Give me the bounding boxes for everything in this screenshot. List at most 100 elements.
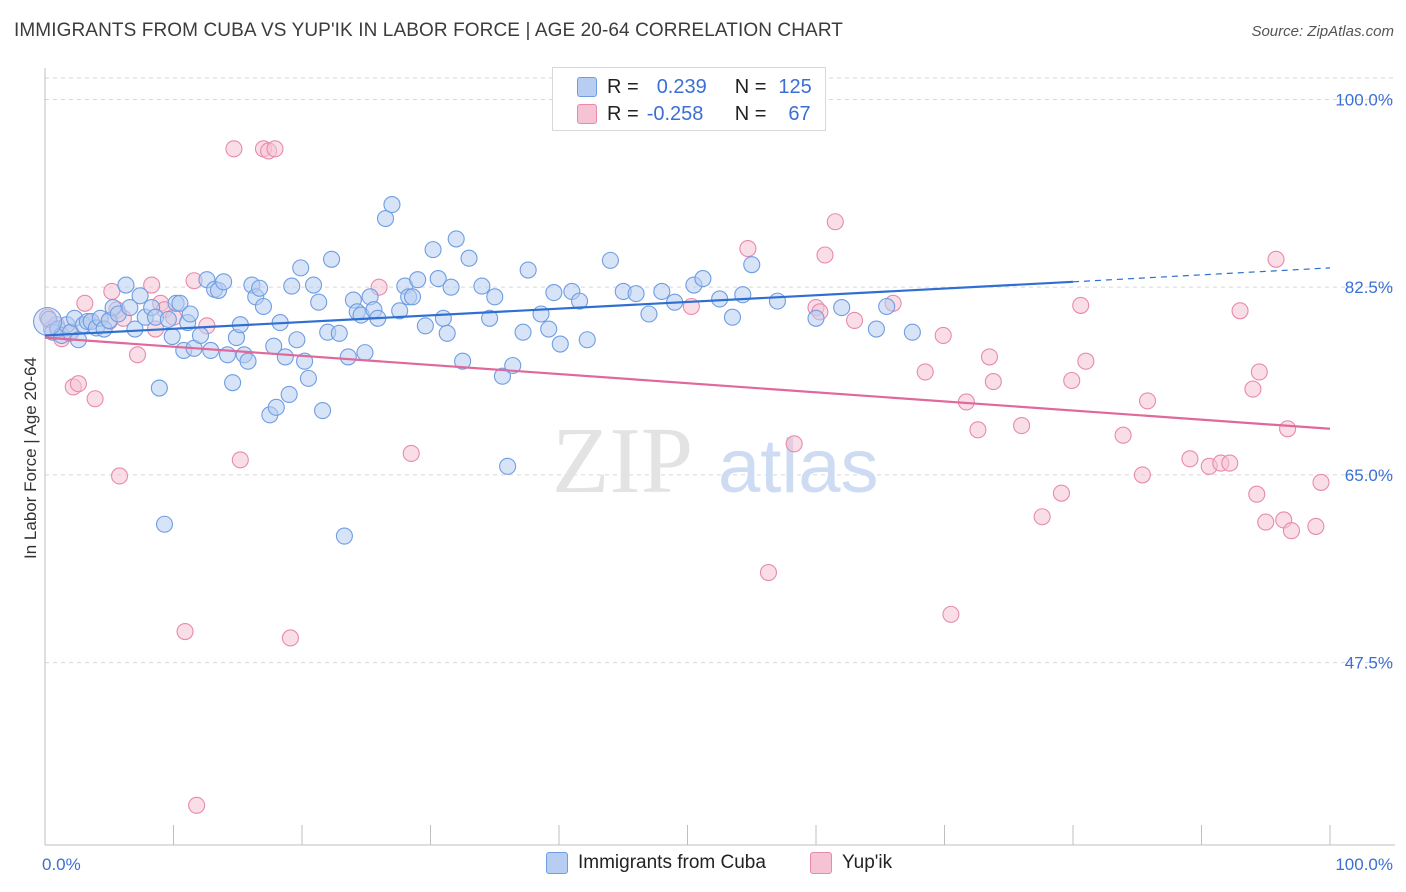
- cuba-point: [391, 302, 409, 320]
- legend-r-value: 0.239: [656, 75, 707, 98]
- y-tick-label: 100.0%: [1335, 90, 1393, 109]
- legend-r-value: -0.258: [646, 102, 704, 125]
- yupik-point: [1267, 250, 1285, 268]
- cuba-point: [310, 293, 328, 311]
- cuba-point: [163, 327, 181, 346]
- source-label: Source: ZipAtlas.com: [1251, 23, 1394, 40]
- yupik-trend-line: [44, 336, 1331, 430]
- yupik-point: [281, 629, 299, 647]
- yupik-point: [76, 294, 94, 312]
- cuba-point: [442, 278, 460, 296]
- yupik-point: [1063, 371, 1081, 390]
- correlation-legend: R = 0.239 N = 125 R = -0.258 N = 67: [552, 67, 826, 131]
- yupik-point: [942, 605, 960, 623]
- yupik-point: [1138, 392, 1157, 410]
- yupik-point: [984, 373, 1002, 391]
- legend-row-cuba: R = 0.239 N = 125: [577, 74, 812, 100]
- yupik-point: [785, 435, 803, 453]
- axes: [44, 68, 1395, 846]
- cuba-point: [743, 256, 761, 274]
- legend-n-value: 67: [788, 102, 811, 125]
- cuba-point: [519, 261, 537, 279]
- yupik-point: [1114, 426, 1132, 444]
- cuba-point: [903, 323, 921, 341]
- legend-r-label: R =: [607, 102, 639, 125]
- cuba-point: [807, 309, 825, 327]
- cuba-point: [159, 310, 177, 328]
- yupik-point: [1221, 454, 1239, 472]
- cuba-point: [878, 297, 896, 316]
- yupik-point: [816, 246, 834, 264]
- yupik-point: [128, 346, 147, 364]
- yupik-point: [231, 451, 249, 469]
- cuba-point: [434, 309, 452, 327]
- yupik-point: [266, 140, 284, 158]
- yupik-point: [188, 796, 206, 814]
- y-tick-label: 65.0%: [1345, 466, 1393, 485]
- cuba-point: [723, 308, 742, 326]
- cuba-point: [117, 276, 135, 294]
- cuba-point: [403, 288, 422, 306]
- yupik-point: [1250, 363, 1268, 381]
- yupik-point: [1282, 522, 1300, 540]
- cuba-point: [376, 209, 395, 228]
- cuba-point: [383, 196, 401, 214]
- yupik-point: [759, 563, 778, 582]
- cuba-point: [867, 320, 885, 338]
- bottom-legend-swatch-cuba: [546, 852, 568, 874]
- yupik-point: [1257, 513, 1275, 531]
- cuba-point: [601, 251, 619, 269]
- cuba-point: [283, 277, 301, 295]
- gridlines: [45, 77, 1395, 664]
- cuba-point: [473, 277, 491, 295]
- legend-n-label: N =: [734, 75, 767, 98]
- legend-n-label: N =: [734, 102, 767, 125]
- tick-labels: 100.0% 82.5% 65.0% 47.5% 0.0% 100.0%: [42, 90, 1393, 874]
- cuba-point: [299, 369, 317, 387]
- cuba-point: [438, 324, 456, 342]
- cuba-point: [429, 270, 447, 288]
- cuba-trend-extension: [1072, 267, 1331, 283]
- yupik-point: [1181, 450, 1199, 468]
- yupik-point: [845, 311, 864, 329]
- y-tick-label: 82.5%: [1345, 278, 1393, 297]
- y-tick-label: 47.5%: [1345, 654, 1393, 673]
- yupik-point: [69, 375, 87, 393]
- cuba-trend-line: [44, 280, 1074, 337]
- yupik-point: [1052, 484, 1070, 502]
- cuba-point: [627, 285, 645, 303]
- cuba-point: [460, 249, 478, 267]
- cuba-point: [121, 299, 139, 317]
- cuba-point: [267, 398, 285, 416]
- yupik-point: [1077, 352, 1095, 370]
- cuba-point: [292, 259, 310, 277]
- yupik-point: [1013, 417, 1031, 435]
- cuba-point: [251, 279, 269, 297]
- yupik-point: [1307, 517, 1325, 535]
- cuba-point: [447, 230, 465, 248]
- bottom-legend-cuba: Immigrants from Cuba: [546, 852, 766, 874]
- cuba-point: [224, 374, 242, 392]
- cuba-point: [578, 331, 596, 349]
- cuba-point: [330, 324, 348, 342]
- cuba-point: [545, 283, 563, 302]
- legend-row-yupik: R = -0.258 N = 67: [577, 101, 811, 127]
- yupik-point: [1033, 508, 1051, 526]
- yupik-point: [110, 467, 129, 485]
- cuba-point: [280, 385, 298, 404]
- cuba-point: [551, 335, 569, 353]
- cuba-point: [833, 299, 851, 317]
- cuba-point: [481, 309, 499, 327]
- cuba-point: [424, 241, 442, 259]
- cuba-point: [155, 515, 174, 533]
- bottom-legend-yupik: Yup'ik: [810, 852, 892, 874]
- yupik-point: [934, 326, 952, 345]
- cuba-point: [131, 287, 149, 305]
- cuba-point: [540, 320, 558, 338]
- cuba-point: [493, 367, 512, 385]
- yupik-point: [1279, 420, 1297, 438]
- cuba-point: [150, 379, 168, 397]
- yupik-point: [826, 213, 844, 231]
- yupik-point: [86, 390, 104, 408]
- cuba-point: [126, 320, 144, 338]
